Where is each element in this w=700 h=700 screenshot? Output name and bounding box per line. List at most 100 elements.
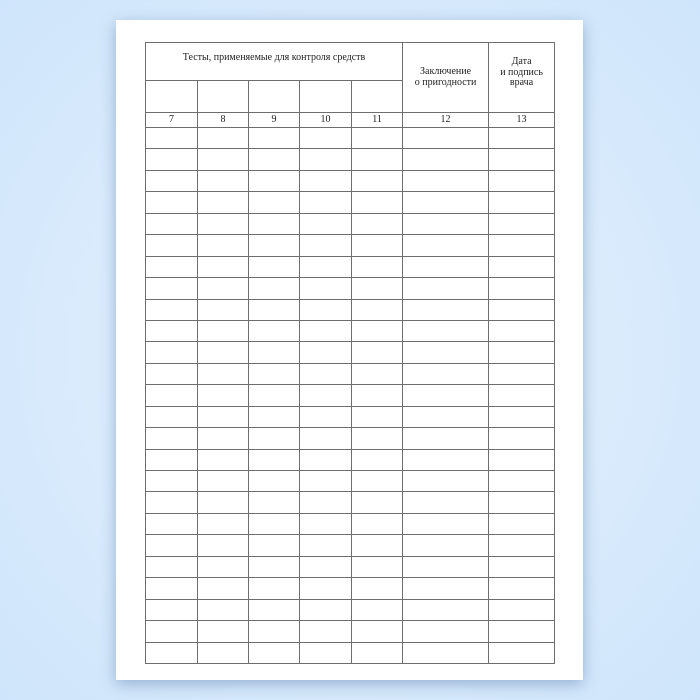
- table-cell: [248, 126, 300, 150]
- table-cell: [299, 448, 352, 472]
- table-cell: [299, 405, 352, 429]
- table-cell: [402, 277, 490, 300]
- column-number-row: 7 8 9 10 11 12 13: [145, 112, 556, 128]
- table-cell: [145, 512, 198, 536]
- table-cell: [299, 512, 352, 536]
- table-cell: [350, 534, 404, 557]
- test-subheader-cell: [145, 80, 198, 113]
- table-cell: [488, 169, 556, 193]
- table-cell: [145, 427, 198, 450]
- table-cell: [197, 555, 249, 579]
- table-cell: [145, 491, 198, 514]
- table-cell: [197, 469, 249, 493]
- table-cell: [145, 148, 198, 171]
- table-cell: [197, 577, 249, 600]
- table-cell: [402, 319, 490, 343]
- table-row: [145, 448, 556, 472]
- table-cell: [248, 555, 300, 579]
- table-cell: [350, 212, 404, 236]
- table-row: [145, 469, 556, 493]
- table-row: [145, 126, 556, 150]
- table-cell: [299, 491, 352, 514]
- table-cell: [145, 469, 198, 493]
- table-cell: [299, 341, 352, 364]
- table-cell: [145, 212, 198, 236]
- table-row: [145, 620, 556, 643]
- table-cell: [350, 512, 404, 536]
- table-cell: [299, 234, 352, 257]
- table-row: [145, 641, 556, 664]
- table-cell: [402, 491, 490, 514]
- table-cell: [197, 191, 249, 214]
- table-cell: [145, 620, 198, 643]
- table-cell: [197, 534, 249, 557]
- table-cell: [299, 598, 352, 622]
- table-cell: [145, 191, 198, 214]
- table-cell: [402, 126, 490, 150]
- table-cell: [402, 384, 490, 407]
- table-cell: [350, 405, 404, 429]
- table-cell: [402, 641, 490, 664]
- table-cell: [248, 384, 300, 407]
- table-cell: [299, 255, 352, 279]
- table-cell: [197, 641, 249, 664]
- table-cell: [145, 298, 198, 321]
- table-cell: [402, 598, 490, 622]
- table-row: [145, 191, 556, 214]
- table-cell: [248, 512, 300, 536]
- table-cell: [299, 427, 352, 450]
- table-cell: [248, 277, 300, 300]
- table-cell: [197, 126, 249, 150]
- table-cell: [402, 512, 490, 536]
- table-cell: [197, 362, 249, 386]
- table-cell: [350, 427, 404, 450]
- table-cell: [299, 319, 352, 343]
- table-cell: [350, 234, 404, 257]
- table-cell: [402, 255, 490, 279]
- table-cell: [402, 577, 490, 600]
- table-cell: [350, 448, 404, 472]
- column-number: 7: [145, 112, 198, 128]
- table-cell: [488, 598, 556, 622]
- table-cell: [350, 126, 404, 150]
- table-cell: [145, 448, 198, 472]
- table-row: [145, 255, 556, 279]
- table-cell: [488, 277, 556, 300]
- table-cell: [145, 555, 198, 579]
- table-cell: [402, 212, 490, 236]
- table-cell: [402, 362, 490, 386]
- table-cell: [145, 384, 198, 407]
- table-cell: [248, 362, 300, 386]
- table-cell: [197, 298, 249, 321]
- column-number: 10: [299, 112, 352, 128]
- table-row: [145, 319, 556, 343]
- table-cell: [350, 469, 404, 493]
- table-cell: [350, 598, 404, 622]
- table-cell: [350, 148, 404, 171]
- table-cell: [197, 234, 249, 257]
- table-cell: [197, 620, 249, 643]
- table-cell: [197, 212, 249, 236]
- table-cell: [350, 555, 404, 579]
- test-subheader-cell: [350, 80, 404, 113]
- table-cell: [248, 641, 300, 664]
- table-cell: [488, 469, 556, 493]
- table-cell: [402, 427, 490, 450]
- table-cell: [197, 598, 249, 622]
- table-cell: [197, 427, 249, 450]
- table-cell: [248, 191, 300, 214]
- table-cell: [248, 255, 300, 279]
- table-cell: [488, 319, 556, 343]
- table-cell: [402, 469, 490, 493]
- table-cell: [488, 534, 556, 557]
- column-number: 12: [402, 112, 490, 128]
- table-cell: [488, 491, 556, 514]
- table-cell: [299, 577, 352, 600]
- table-cell: [248, 620, 300, 643]
- table-cell: [299, 641, 352, 664]
- column-number: 8: [197, 112, 249, 128]
- test-results-table: Тесты, применяемые для контроля средств …: [144, 42, 556, 664]
- table-cell: [488, 234, 556, 257]
- table-row: [145, 491, 556, 514]
- table-cell: [488, 191, 556, 214]
